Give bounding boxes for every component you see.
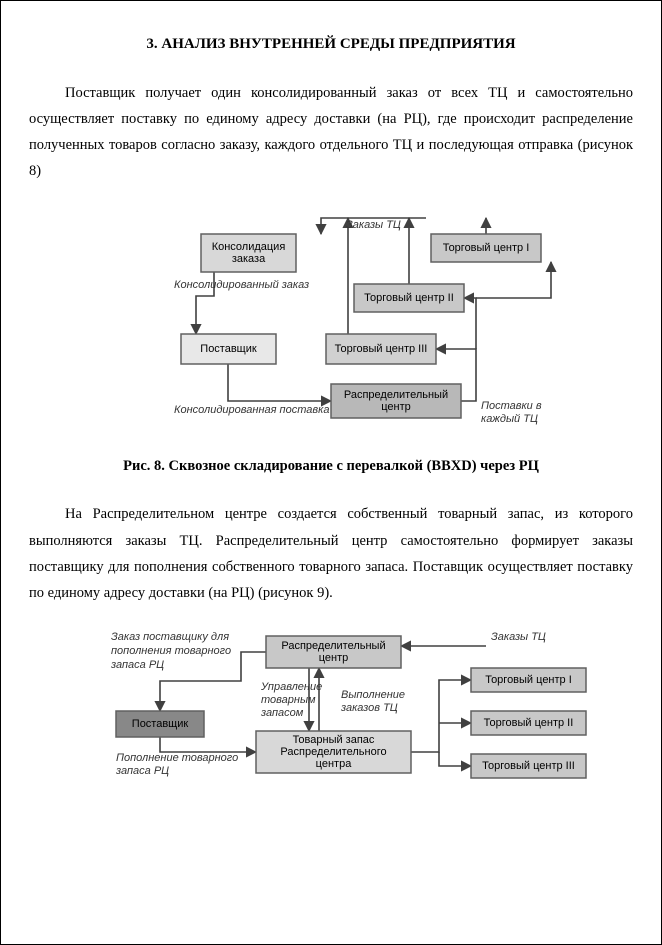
svg-text:Консолидированный заказ: Консолидированный заказ xyxy=(174,279,309,291)
paragraph-2: На Распределительном центре создается со… xyxy=(29,501,633,605)
svg-text:Поставщик: Поставщик xyxy=(200,343,257,355)
svg-text:Заказы ТЦ: Заказы ТЦ xyxy=(491,631,546,643)
svg-text:запаса РЦ: запаса РЦ xyxy=(115,765,169,777)
svg-text:Торговый центр I: Торговый центр I xyxy=(443,242,530,254)
svg-text:Консолидация: Консолидация xyxy=(212,241,286,253)
svg-text:Торговый центр III: Торговый центр III xyxy=(482,760,575,772)
section-heading: 3. АНАЛИЗ ВНУТРЕННЕЙ СРЕДЫ ПРЕДПРИЯТИЯ xyxy=(29,31,633,58)
svg-text:заказов ТЦ: заказов ТЦ xyxy=(340,702,398,714)
svg-text:Заказ поставщику для: Заказ поставщику для xyxy=(111,631,229,643)
svg-text:Распределительный: Распределительный xyxy=(281,640,385,652)
svg-text:Торговый центр III: Торговый центр III xyxy=(335,343,428,355)
svg-text:запаса РЦ: запаса РЦ xyxy=(110,659,164,671)
svg-text:Торговый центр II: Торговый центр II xyxy=(364,292,454,304)
diagram-9: Распределительныйцентр Поставщик Товарный … xyxy=(29,626,633,796)
svg-text:Управление: Управление xyxy=(260,681,322,693)
diagram-8: Консолидациязаказа Поставщик Торговый цент… xyxy=(29,204,633,439)
svg-text:Поставщик: Поставщик xyxy=(132,718,189,730)
svg-text:Торговый центр I: Торговый центр I xyxy=(485,674,572,686)
svg-text:Выполнение: Выполнение xyxy=(341,689,405,701)
svg-text:Распределительный: Распределительный xyxy=(344,389,448,401)
svg-text:центр: центр xyxy=(319,652,349,664)
svg-text:Пополнение товарного: Пополнение товарного xyxy=(116,752,238,764)
svg-text:Распределительного: Распределительного xyxy=(280,746,386,758)
svg-text:товарным: товарным xyxy=(261,694,316,706)
svg-text:Товарный запас: Товарный запас xyxy=(293,734,375,746)
figure-caption-8: Рис. 8. Сквозное складирование с перевал… xyxy=(29,453,633,479)
paragraph-1: Поставщик получает один консолидированны… xyxy=(29,80,633,184)
svg-text:Заказы ТЦ: Заказы ТЦ xyxy=(346,219,401,231)
svg-text:центра: центра xyxy=(316,758,353,770)
svg-text:центр: центр xyxy=(381,401,411,413)
svg-text:Поставки в: Поставки в xyxy=(481,400,542,412)
svg-text:пополнения товарного: пополнения товарного xyxy=(111,645,231,657)
svg-text:запасом: запасом xyxy=(260,707,304,719)
svg-text:каждый ТЦ: каждый ТЦ xyxy=(481,413,538,425)
svg-text:Консолидированная поставка: Консолидированная поставка xyxy=(174,404,329,416)
svg-text:Торговый центр II: Торговый центр II xyxy=(484,717,574,729)
svg-text:заказа: заказа xyxy=(232,253,266,265)
